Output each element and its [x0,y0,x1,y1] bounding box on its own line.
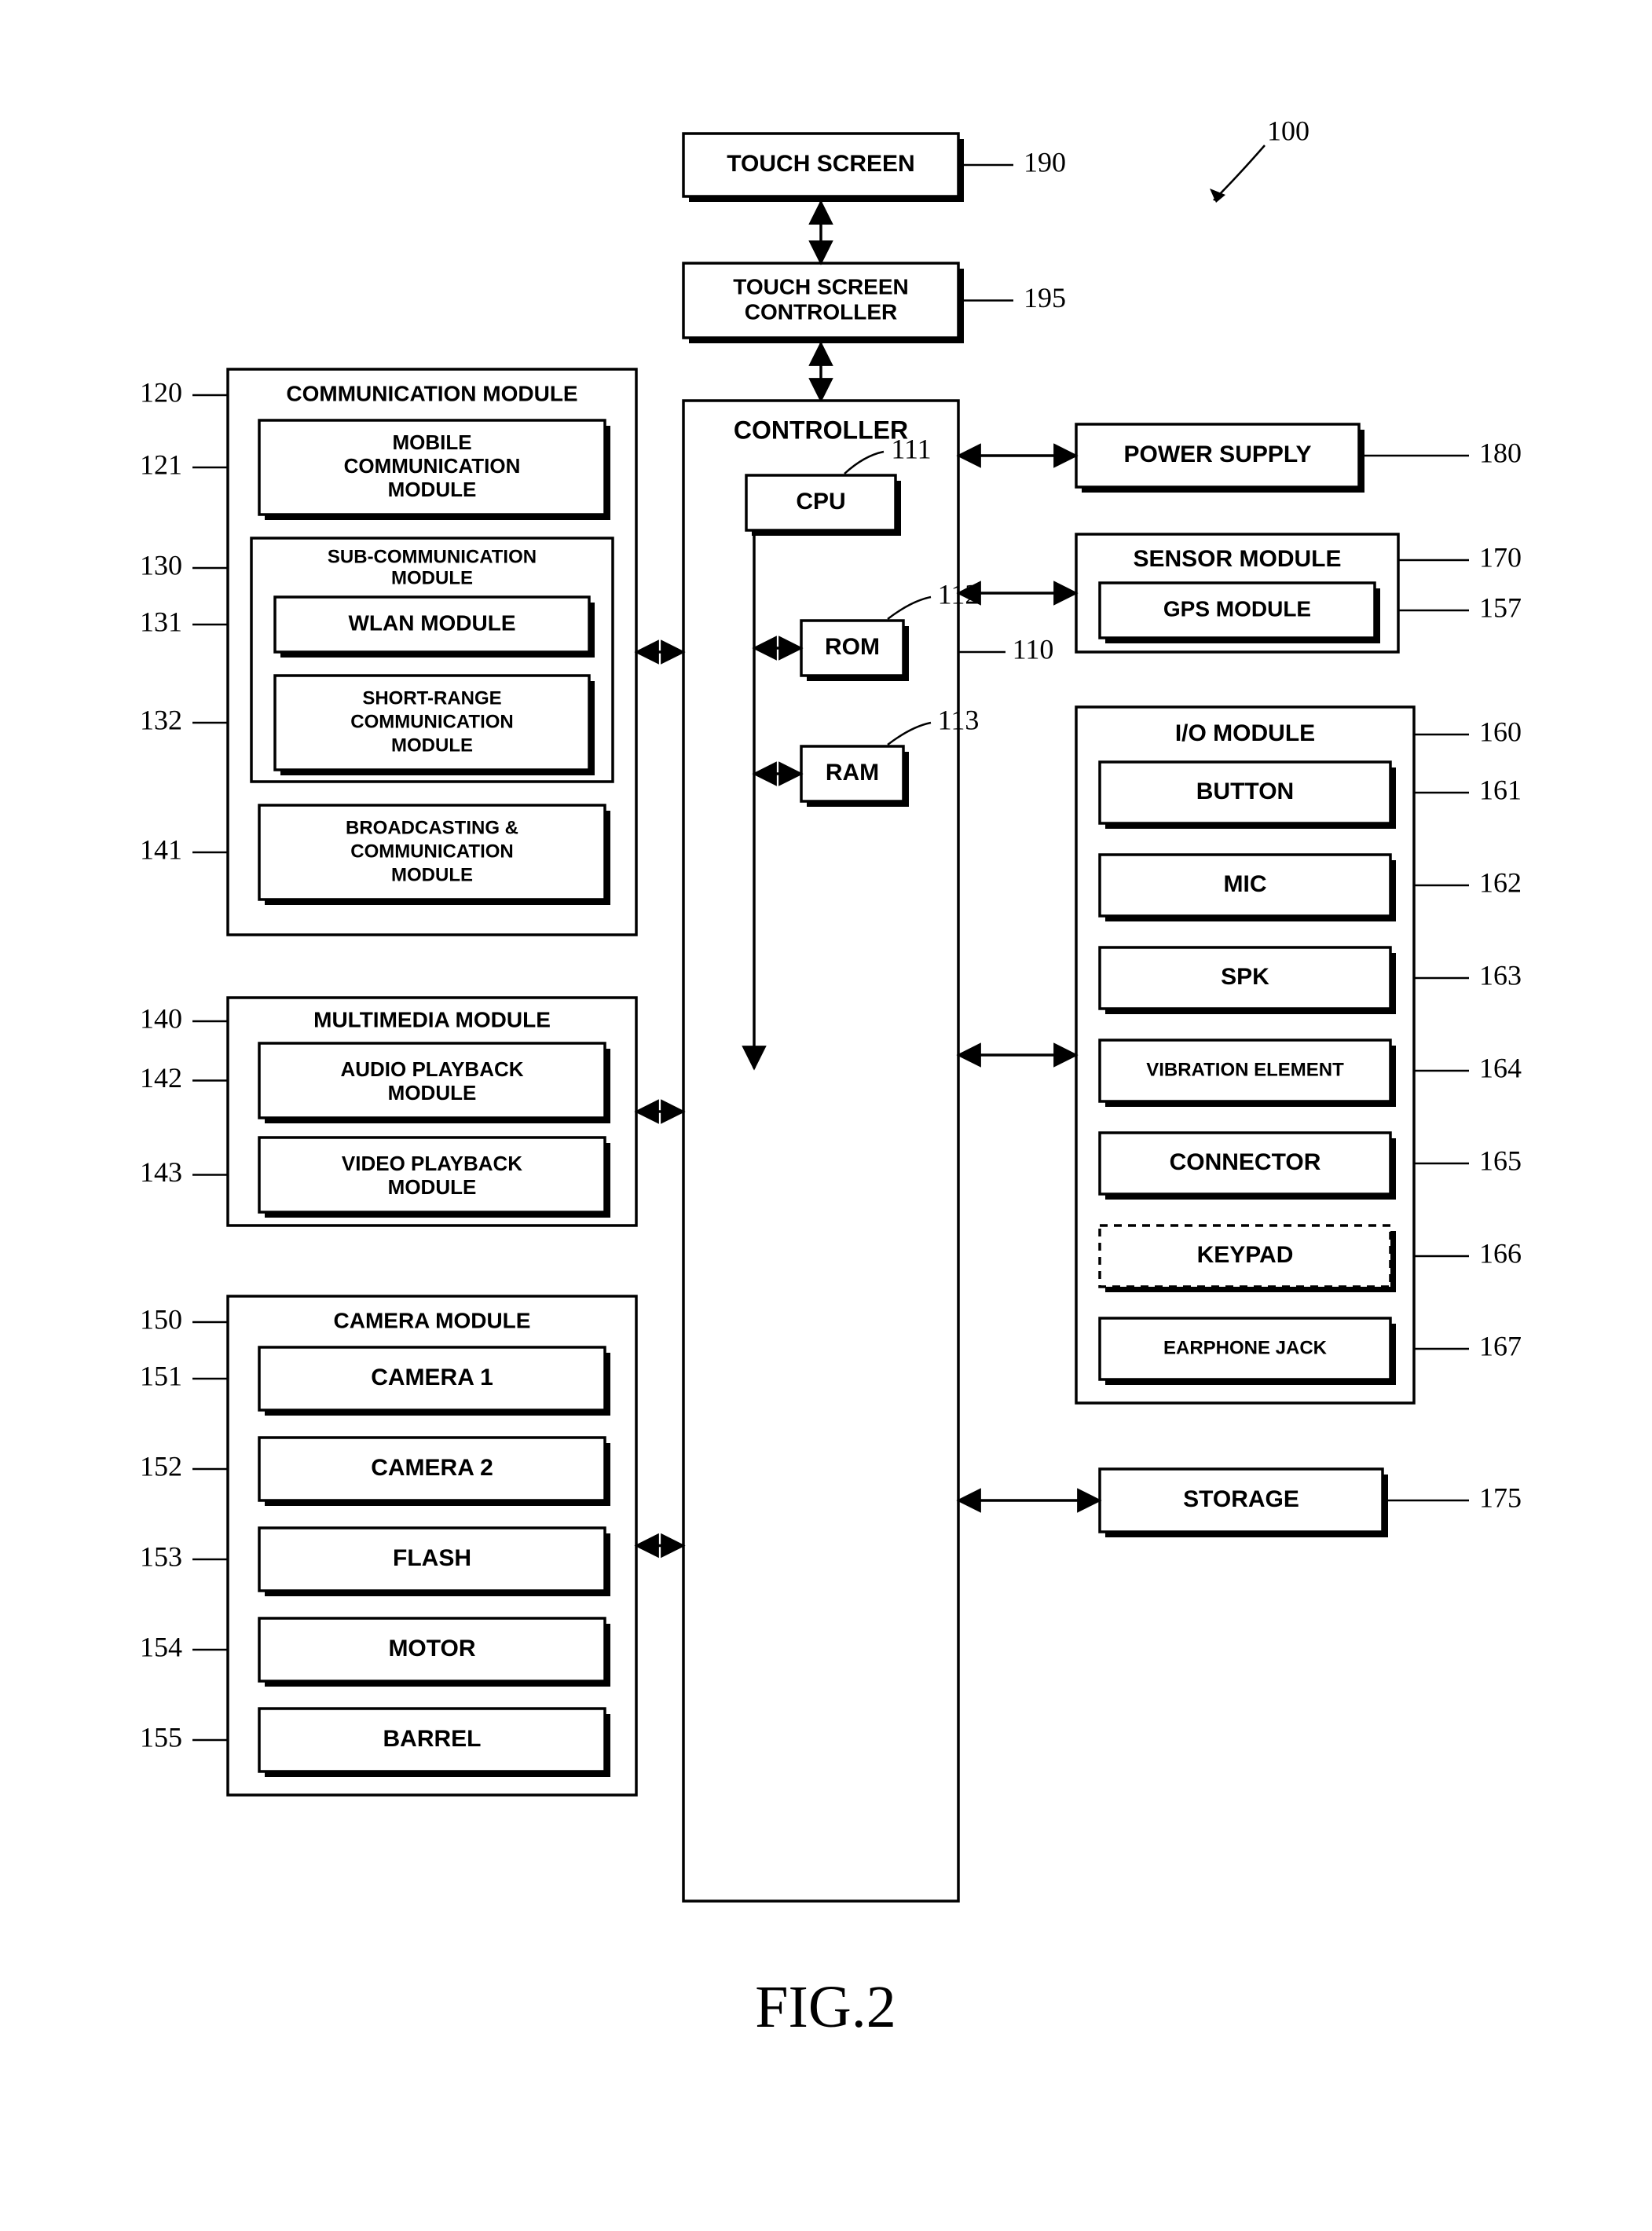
svg-text:FIG.2: FIG.2 [755,1974,896,2040]
svg-text:175: 175 [1479,1482,1522,1513]
svg-text:MIC: MIC [1224,871,1267,897]
svg-text:132: 132 [140,704,182,735]
svg-text:130: 130 [140,549,182,581]
svg-text:SHORT-RANGE: SHORT-RANGE [362,687,501,709]
svg-text:190: 190 [1024,146,1066,178]
block-diagram: TOUCH SCREEN190100TOUCH SCREENCONTROLLER… [0,0,1652,2231]
svg-text:MODULE: MODULE [388,1175,477,1199]
svg-text:MODULE: MODULE [388,1081,477,1105]
svg-text:BARREL: BARREL [383,1726,482,1752]
svg-text:120: 120 [140,376,182,408]
svg-text:CONTROLLER: CONTROLLER [745,299,897,324]
svg-text:140: 140 [140,1002,182,1034]
svg-text:MODULE: MODULE [391,567,473,588]
svg-text:RAM: RAM [826,760,879,786]
svg-text:CONNECTOR: CONNECTOR [1170,1149,1321,1175]
svg-text:142: 142 [140,1062,182,1094]
svg-text:FLASH: FLASH [393,1545,471,1571]
svg-text:VIBRATION ELEMENT: VIBRATION ELEMENT [1146,1059,1344,1080]
svg-text:MULTIMEDIA MODULE: MULTIMEDIA MODULE [313,1007,551,1031]
svg-text:154: 154 [140,1631,182,1662]
svg-text:163: 163 [1479,959,1522,991]
svg-text:157: 157 [1479,592,1522,623]
svg-text:TOUCH SCREEN: TOUCH SCREEN [733,274,909,299]
svg-text:CAMERA MODULE: CAMERA MODULE [334,1308,531,1332]
svg-text:COMMUNICATION: COMMUNICATION [350,841,514,862]
svg-text:WLAN MODULE: WLAN MODULE [348,610,515,635]
svg-text:CAMERA 1: CAMERA 1 [371,1365,493,1390]
svg-text:EARPHONE JACK: EARPHONE JACK [1163,1337,1328,1358]
svg-text:COMMUNICATION MODULE: COMMUNICATION MODULE [286,381,577,405]
svg-text:110: 110 [1013,633,1054,665]
svg-text:155: 155 [140,1721,182,1753]
svg-text:TOUCH SCREEN: TOUCH SCREEN [727,151,914,177]
svg-text:CAMERA 2: CAMERA 2 [371,1455,493,1481]
svg-text:131: 131 [140,606,182,637]
svg-text:AUDIO PLAYBACK: AUDIO PLAYBACK [340,1057,523,1081]
svg-text:SPK: SPK [1221,964,1269,990]
svg-text:COMMUNICATION: COMMUNICATION [350,711,514,732]
svg-text:STORAGE: STORAGE [1183,1486,1299,1512]
svg-text:SUB-COMMUNICATION: SUB-COMMUNICATION [328,546,537,567]
svg-text:141: 141 [140,833,182,865]
svg-text:170: 170 [1479,541,1522,573]
svg-text:I/O MODULE: I/O MODULE [1175,720,1315,746]
svg-text:166: 166 [1479,1237,1522,1269]
svg-text:BROADCASTING &: BROADCASTING & [346,817,518,838]
svg-text:180: 180 [1479,437,1522,468]
svg-text:GPS MODULE: GPS MODULE [1163,596,1311,621]
svg-text:113: 113 [938,704,980,735]
svg-text:100: 100 [1267,115,1310,146]
svg-text:POWER SUPPLY: POWER SUPPLY [1124,441,1312,467]
svg-text:151: 151 [140,1360,182,1391]
svg-text:KEYPAD: KEYPAD [1197,1242,1294,1268]
svg-text:153: 153 [140,1540,182,1572]
svg-text:MOTOR: MOTOR [388,1636,475,1661]
svg-text:MOBILE: MOBILE [392,430,471,454]
svg-text:161: 161 [1479,774,1522,805]
svg-text:152: 152 [140,1450,182,1482]
svg-text:BUTTON: BUTTON [1196,778,1294,804]
svg-text:MODULE: MODULE [391,864,473,885]
svg-text:162: 162 [1479,866,1522,898]
svg-text:165: 165 [1479,1145,1522,1176]
svg-text:121: 121 [140,449,182,480]
svg-text:CONTROLLER: CONTROLLER [734,416,908,444]
svg-text:160: 160 [1479,716,1522,747]
svg-text:MODULE: MODULE [391,735,473,756]
svg-text:167: 167 [1479,1330,1522,1361]
svg-text:CPU: CPU [796,489,845,515]
svg-text:164: 164 [1479,1052,1522,1083]
svg-text:MODULE: MODULE [388,478,477,501]
svg-text:COMMUNICATION: COMMUNICATION [344,454,521,478]
svg-text:143: 143 [140,1156,182,1188]
svg-text:SENSOR MODULE: SENSOR MODULE [1133,546,1341,572]
svg-text:111: 111 [891,433,931,464]
svg-text:ROM: ROM [825,634,880,660]
svg-text:195: 195 [1024,282,1066,313]
svg-text:150: 150 [140,1303,182,1335]
svg-text:VIDEO PLAYBACK: VIDEO PLAYBACK [342,1152,522,1175]
